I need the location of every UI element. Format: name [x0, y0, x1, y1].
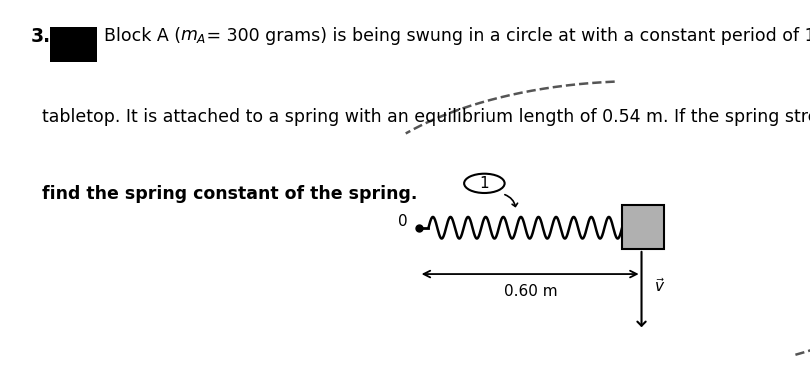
Text: A: A: [636, 216, 650, 234]
Text: find the spring constant of the spring.: find the spring constant of the spring.: [42, 185, 417, 203]
Text: Block A (: Block A (: [104, 27, 181, 45]
Text: 1: 1: [480, 176, 489, 191]
Text: $m_A$: $m_A$: [180, 27, 207, 45]
Text: 3.: 3.: [31, 27, 51, 46]
Text: 0.60 m: 0.60 m: [504, 284, 557, 299]
Text: tabletop. It is attached to a spring with an equilibrium length of 0.54 m. If th: tabletop. It is attached to a spring wit…: [42, 108, 810, 126]
Text: $\vec{v}$: $\vec{v}$: [654, 277, 666, 295]
Text: 0: 0: [398, 215, 407, 229]
Bar: [50, 27, 97, 62]
Text: = 300 grams) is being swung in a circle at with a constant period of 1.50 s on a: = 300 grams) is being swung in a circle …: [201, 27, 810, 45]
Bar: [622, 205, 664, 249]
